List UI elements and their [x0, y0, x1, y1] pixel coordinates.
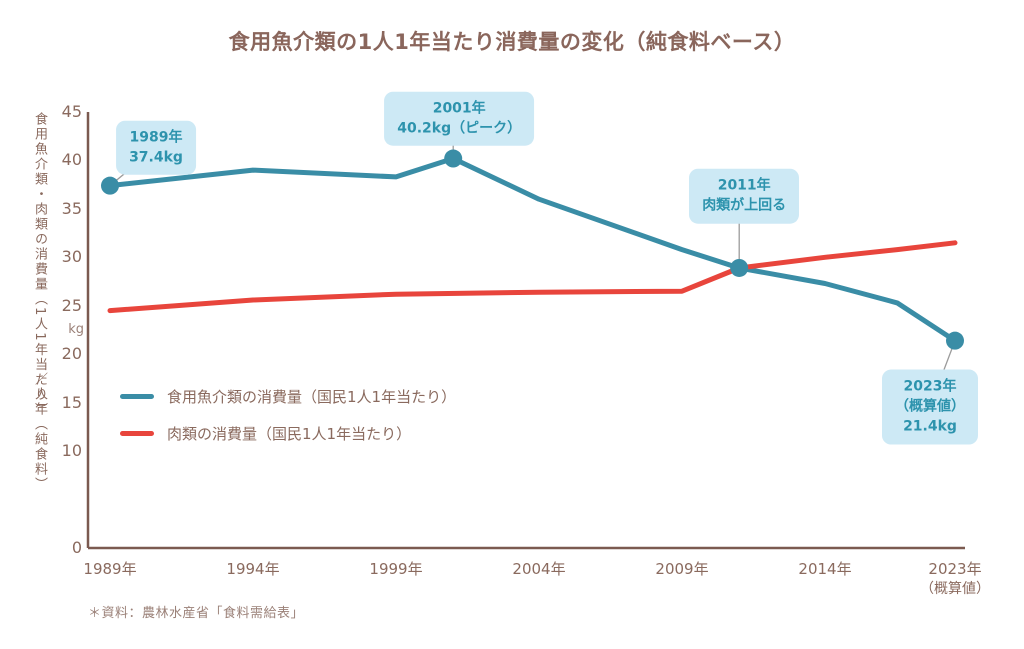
legend-label-meat: 肉類の消費量（国民1人1年当たり） — [167, 425, 412, 443]
x-tick-label: 2004年 — [512, 560, 566, 578]
y-tick-label: 20 — [61, 344, 82, 364]
x-tick-label: 1999年 — [369, 560, 423, 578]
data-point-dot — [444, 149, 463, 168]
legend-item-fish: 食用魚介類の消費量（国民1人1年当たり） — [120, 386, 456, 407]
x-tick-label: 1989年 — [83, 560, 137, 578]
callout-2023-note: （概算値） — [895, 398, 965, 415]
y-tick-label: 45 — [61, 102, 82, 121]
callout-2011-text: 肉類が上回る — [702, 197, 787, 214]
fish-consumption-line — [107, 156, 958, 344]
legend: 食用魚介類の消費量（国民1人1年当たり） 肉類の消費量（国民1人1年当たり） — [120, 386, 456, 460]
callout-1989-year: 1989年 — [129, 129, 183, 146]
x-tick-label: 2014年 — [798, 560, 852, 578]
callout-2001-value: 40.2kg（ピーク） — [397, 120, 522, 137]
y-tick-label: 10 — [61, 441, 82, 461]
callout-2023-value: 21.4kg — [903, 418, 957, 435]
y-tick-label: 15 — [61, 392, 82, 412]
y-tick-label: 30 — [61, 247, 82, 267]
page-title: 食用魚介類の1人1年当たり消費量の変化（純食料ベース） — [228, 30, 796, 54]
data-point-dot — [946, 331, 964, 350]
callout-1989-value: 37.4kg — [129, 149, 183, 166]
callout-2001-year: 2001年 — [432, 100, 486, 117]
legend-label-fish: 食用魚介類の消費量（国民1人1年当たり） — [167, 388, 457, 406]
y-axis-unit-suffix: ／人年（純食料） — [32, 372, 47, 492]
y-axis-unit-kg: kg — [68, 322, 84, 337]
y-tick-label: 40 — [61, 150, 82, 170]
source-note: ＊資料：農林水産省「食料需給表」 — [88, 606, 305, 621]
meat-line-swatch-icon — [120, 431, 154, 436]
callout-2023-preliminary: 2023年 （概算値） 21.4kg — [882, 369, 978, 445]
callout-2001-peak: 2001年 40.2kg（ピーク） — [384, 91, 535, 146]
x-tick-label: 1994年 — [226, 560, 280, 578]
y-tick-label: 35 — [61, 198, 82, 218]
meat-consumption-line — [107, 240, 958, 314]
fish-line-swatch-icon — [120, 394, 154, 399]
callout-1989: 1989年 37.4kg — [116, 120, 196, 175]
x-tick-label: 2023年 — [928, 560, 982, 578]
x-tick-label: 2009年 — [655, 560, 709, 578]
data-point-dot — [101, 176, 119, 195]
callout-2011-crossover: 2011年 肉類が上回る — [689, 168, 800, 224]
callout-2023-year: 2023年 — [903, 378, 957, 395]
legend-item-meat: 肉類の消費量（国民1人1年当たり） — [120, 423, 456, 444]
callout-2011-year: 2011年 — [717, 177, 771, 194]
y-tick-label: 0 — [71, 538, 82, 557]
x-tick-sublabel: （概算値） — [920, 581, 990, 597]
y-tick-label: 25 — [61, 295, 82, 315]
y-axis-label: 食用魚介類・肉類の消費量（1人1年当たり） — [32, 112, 47, 418]
data-point-dot — [730, 258, 749, 277]
